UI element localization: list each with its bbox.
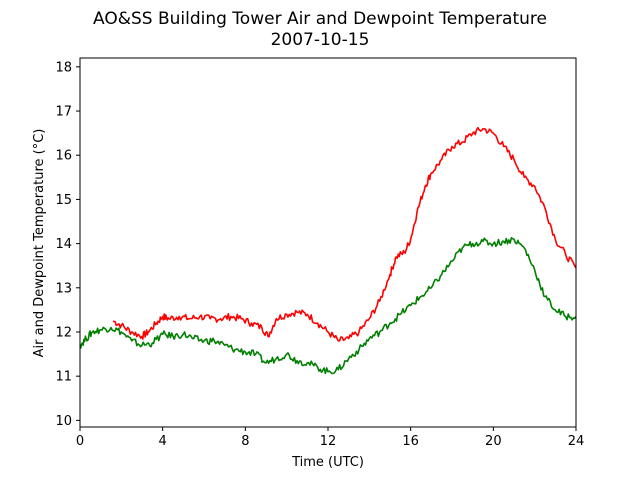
y-axis-label: Air and Dewpoint Temperature (°C)	[32, 129, 47, 358]
x-tick-label: 20	[485, 434, 502, 449]
series-line-1	[112, 126, 577, 342]
x-tick-label: 4	[159, 434, 167, 449]
y-tick-label: 16	[55, 149, 72, 164]
y-tick-label: 14	[55, 237, 72, 252]
x-tick-label: 12	[320, 434, 337, 449]
plot-area: 0 4 8 12 16 20 24 10 11 12 13 14 15 16 17 18	[55, 57, 585, 449]
y-tick-label: 11	[55, 370, 72, 385]
y-tick-label: 12	[55, 325, 72, 340]
y-tick-label: 15	[55, 193, 72, 208]
y-tick-label: 18	[55, 60, 72, 75]
x-tick-label: 8	[241, 434, 249, 449]
series-line-2	[79, 237, 577, 375]
x-tick-label: 0	[76, 434, 84, 449]
x-tick-label: 16	[402, 434, 419, 449]
x-axis-label: Time (UTC)	[291, 455, 364, 470]
y-tick-label: 10	[55, 414, 72, 429]
chart-subtitle: 2007-10-15	[271, 30, 370, 50]
y-tick-label: 17	[55, 105, 72, 120]
x-tick-label: 24	[568, 434, 585, 449]
chart-title: AO&SS Building Tower Air and Dewpoint Te…	[93, 9, 547, 29]
y-tick-label: 13	[55, 281, 72, 296]
